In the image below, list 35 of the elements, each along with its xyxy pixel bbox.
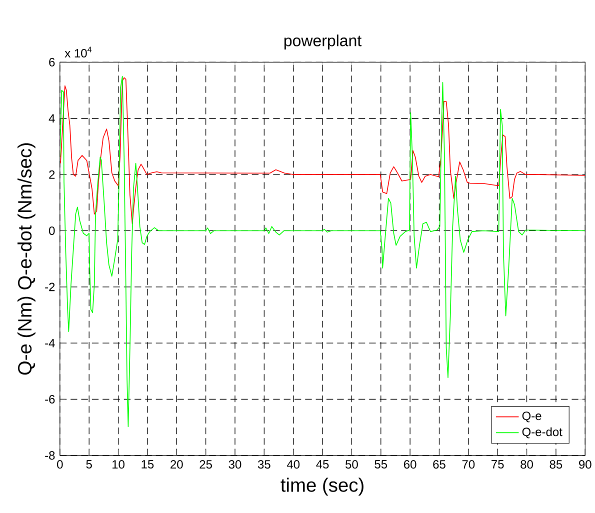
legend-label: Q-e [522, 411, 542, 422]
x-tick-label: 50 [346, 460, 358, 468]
x-tick-label: 85 [550, 460, 562, 468]
y-tick-label: 0 [49, 226, 55, 235]
y-axis-title: Q-e (Nm) Q-e-dot (Nm/sec) [18, 143, 36, 374]
text: x 10$^{4}$ [64, 46, 92, 58]
x-tick-label: 80 [520, 460, 533, 468]
y-tick-label: -6 [45, 394, 55, 404]
y-tick-label: 6 [49, 58, 55, 66]
x-tick-label: 55 [374, 460, 388, 468]
x-tick-label: 20 [170, 460, 183, 468]
x-axis-title: time (sec) [280, 478, 364, 496]
x-tick-label: 70 [462, 460, 475, 468]
legend-label: Q-e-dot [522, 427, 562, 438]
line-series [60, 76, 586, 427]
y-tick-label: -8 [45, 450, 55, 460]
x-tick-label: 60 [404, 460, 416, 468]
y-tick-label: -2 [45, 282, 55, 291]
x-tick-label: 90 [579, 460, 592, 468]
x-tick-label: 25 [200, 460, 212, 468]
chart-title: powerplant [284, 34, 362, 50]
x-tick-label: 30 [228, 460, 242, 468]
x-tick-label: 65 [433, 460, 446, 468]
x-tick-label: 45 [316, 460, 329, 468]
x-tick-label: 35 [258, 460, 270, 468]
y-tick-label: 4 [48, 114, 55, 122]
x-tick-label: 5 [86, 460, 92, 468]
x-tick-label: 75 [492, 460, 504, 468]
x-tick-label: 10 [112, 460, 124, 468]
x-tick-label: 0 [57, 460, 63, 468]
x-tick-label: 40 [286, 460, 300, 468]
x-tick-label: 15 [142, 460, 154, 468]
line-series [60, 77, 586, 224]
y-tick-label: -4 [45, 338, 55, 347]
y-tick-label: 2 [49, 170, 55, 179]
